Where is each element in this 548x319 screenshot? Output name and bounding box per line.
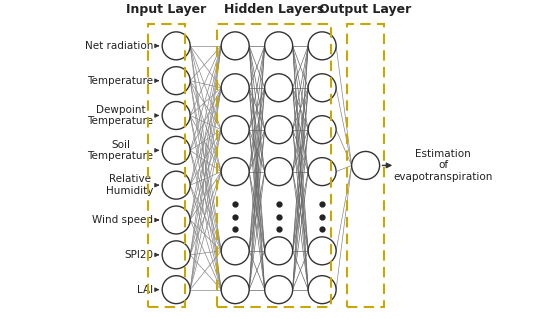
Circle shape (265, 116, 293, 144)
Circle shape (308, 32, 336, 60)
Text: Wind speed: Wind speed (93, 215, 153, 225)
Circle shape (221, 237, 249, 265)
Circle shape (221, 158, 249, 186)
Bar (148, 24, 185, 307)
Circle shape (162, 241, 190, 269)
Text: SPI20: SPI20 (124, 250, 153, 260)
Text: Hidden Layers: Hidden Layers (224, 3, 324, 16)
Circle shape (308, 158, 336, 186)
Text: Relative
Humidity: Relative Humidity (106, 174, 153, 196)
Circle shape (265, 74, 293, 102)
Circle shape (162, 171, 190, 199)
Text: Estimation
of
evapotranspiration: Estimation of evapotranspiration (393, 149, 493, 182)
Circle shape (265, 276, 293, 304)
Circle shape (162, 276, 190, 304)
Text: Temperature: Temperature (88, 76, 153, 86)
Text: Input Layer: Input Layer (127, 3, 207, 16)
Text: Soil
Temperature: Soil Temperature (88, 139, 153, 161)
Circle shape (352, 152, 380, 179)
Text: Dewpoint
Temperature: Dewpoint Temperature (88, 105, 153, 126)
Circle shape (265, 32, 293, 60)
Circle shape (221, 276, 249, 304)
Circle shape (265, 158, 293, 186)
Circle shape (308, 237, 336, 265)
Bar (218, 24, 331, 307)
Text: Net radiation: Net radiation (85, 41, 153, 51)
Circle shape (265, 237, 293, 265)
Text: LAI: LAI (138, 285, 153, 295)
Circle shape (162, 101, 190, 130)
Circle shape (162, 136, 190, 164)
Bar (347, 24, 384, 307)
Circle shape (308, 276, 336, 304)
Circle shape (221, 74, 249, 102)
Text: Output Layer: Output Layer (319, 3, 412, 16)
Circle shape (162, 206, 190, 234)
Circle shape (162, 32, 190, 60)
Circle shape (221, 32, 249, 60)
Circle shape (221, 116, 249, 144)
Circle shape (308, 74, 336, 102)
Circle shape (162, 67, 190, 95)
Circle shape (308, 116, 336, 144)
